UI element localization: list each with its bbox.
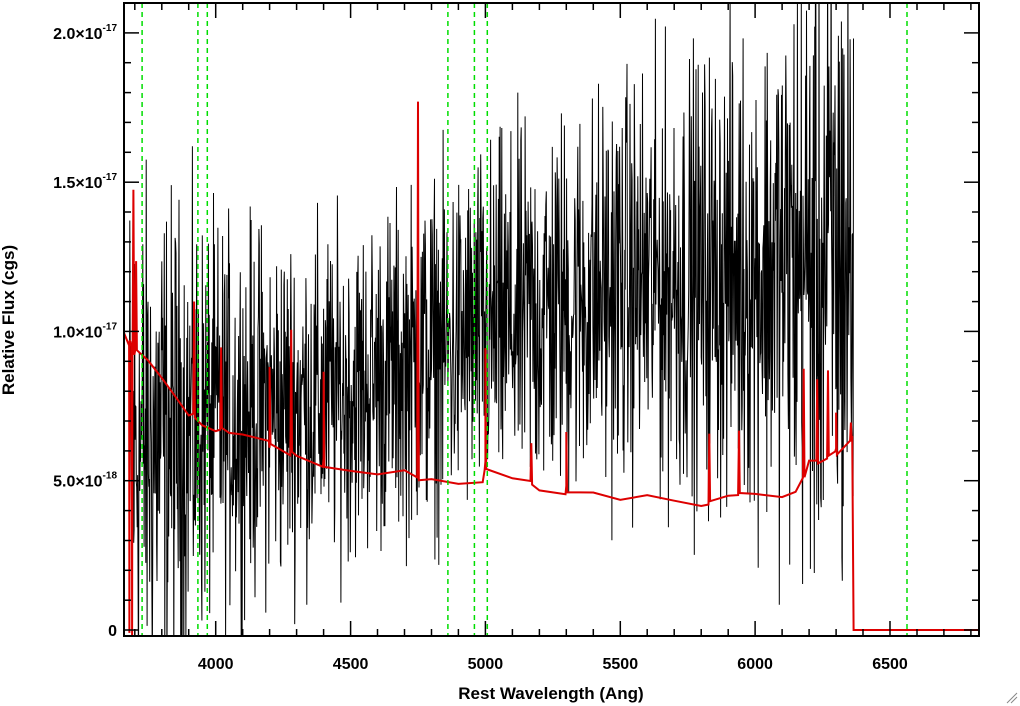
y-tick-label: 0 [108,623,117,640]
y-tick-label: 2.0×10-17 [53,23,117,43]
y-tick-label: 1.0×10-17 [53,321,117,341]
x-tick-label: 6000 [737,656,773,673]
x-axis-label: Rest Wavelength (Ang) [458,684,643,703]
plot-frame [123,2,980,637]
flux-series-line [128,3,854,636]
x-tick-label: 4000 [198,656,234,673]
resize-grip-icon[interactable] [1006,692,1018,704]
x-tick-label: 6500 [872,656,908,673]
series-layer [124,3,979,636]
error-series-line [124,101,979,636]
x-tick-label: 5500 [603,656,639,673]
x-tick-label: 5000 [468,656,504,673]
tick-labels: 4000 4500 5000 5500 6000 6500 0 5.0×10-18 1.0×10… [53,23,908,673]
y-tick-label: 1.5×10-17 [53,172,117,192]
y-axis-label: Relative Flux (cgs) [0,245,18,395]
x-tick-label: 4500 [333,656,369,673]
axis-ticks [124,2,979,636]
y-tick-label: 5.0×10-18 [53,471,117,491]
reference-lines [141,3,908,636]
